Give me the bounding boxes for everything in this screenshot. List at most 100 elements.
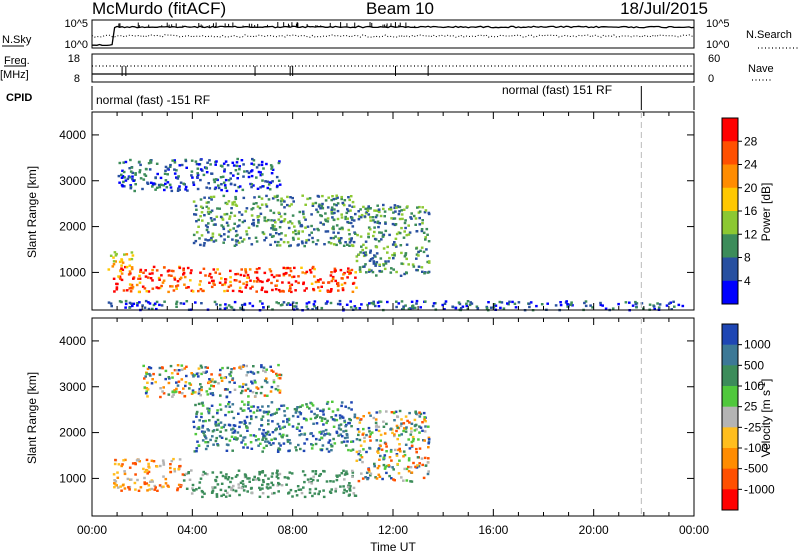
data-cell xyxy=(227,304,231,307)
data-cell xyxy=(346,208,349,211)
data-cell xyxy=(227,485,231,489)
data-cell xyxy=(214,223,217,226)
data-cell xyxy=(307,301,311,304)
data-cell xyxy=(364,207,367,210)
data-cell xyxy=(287,281,291,284)
data-cell xyxy=(243,170,246,173)
data-cell xyxy=(568,303,572,306)
data-cell xyxy=(365,433,368,437)
data-cell xyxy=(421,463,424,467)
data-cell xyxy=(270,475,274,478)
data-cell xyxy=(324,230,328,233)
data-cell xyxy=(213,187,217,191)
data-cell xyxy=(207,201,210,204)
data-cell xyxy=(419,426,423,429)
data-cell xyxy=(369,258,373,261)
data-cell xyxy=(348,198,351,202)
data-cell xyxy=(251,157,254,161)
data-cell xyxy=(170,274,173,277)
data-cell xyxy=(133,481,137,485)
colorbar-tick-label: 500 xyxy=(744,358,764,372)
data-cell xyxy=(164,179,168,182)
data-cell xyxy=(274,228,278,231)
data-cell xyxy=(335,478,339,482)
data-cell xyxy=(120,464,123,468)
data-cell xyxy=(394,243,397,246)
data-cell xyxy=(252,159,256,162)
data-cell xyxy=(213,283,216,286)
data-cell xyxy=(147,462,150,466)
data-cell xyxy=(349,271,352,275)
data-cell xyxy=(318,431,321,434)
data-cell xyxy=(306,405,309,409)
data-cell xyxy=(153,182,157,186)
data-cell xyxy=(278,432,282,436)
data-cell xyxy=(270,281,273,285)
data-cell xyxy=(291,425,295,428)
data-cell xyxy=(350,268,354,272)
data-cell xyxy=(331,418,335,421)
data-cell xyxy=(459,307,463,310)
data-cell xyxy=(245,233,249,236)
data-cell xyxy=(403,221,407,225)
data-cell xyxy=(239,481,243,484)
data-cell xyxy=(138,301,141,304)
data-cell xyxy=(347,196,350,199)
data-cell xyxy=(283,476,287,479)
data-cell xyxy=(134,183,137,186)
data-cell xyxy=(285,434,289,437)
data-cell xyxy=(208,196,211,200)
data-cell xyxy=(343,478,346,481)
data-cell xyxy=(348,493,351,496)
data-cell xyxy=(349,418,352,422)
data-cell xyxy=(327,407,331,410)
data-cell xyxy=(166,181,170,184)
data-cell xyxy=(176,280,180,283)
data-cell xyxy=(256,409,259,412)
data-cell xyxy=(392,257,395,260)
data-cell xyxy=(388,256,391,260)
data-cell xyxy=(333,203,336,206)
data-cell xyxy=(414,423,418,427)
data-cell xyxy=(404,253,407,256)
data-cell xyxy=(336,202,340,205)
data-cell xyxy=(400,476,403,479)
data-cell xyxy=(168,377,171,380)
data-cell xyxy=(206,444,209,448)
data-cell xyxy=(443,308,446,311)
data-cell xyxy=(267,218,270,222)
data-cell xyxy=(322,495,326,499)
data-cell xyxy=(288,267,292,270)
data-cell xyxy=(186,189,189,192)
data-cell xyxy=(181,473,185,476)
data-cell xyxy=(339,417,342,420)
data-cell xyxy=(362,205,365,209)
data-cell xyxy=(342,485,345,488)
data-cell xyxy=(395,305,398,309)
data-cell xyxy=(194,204,198,208)
data-cell xyxy=(369,251,372,254)
data-cell xyxy=(322,430,325,433)
data-cell xyxy=(283,414,287,417)
data-cell xyxy=(257,478,261,482)
data-cell xyxy=(383,210,387,213)
data-cell xyxy=(247,171,251,175)
data-cell xyxy=(233,222,236,225)
data-cell xyxy=(309,432,312,435)
data-cell xyxy=(262,446,266,450)
data-cell xyxy=(252,405,255,408)
data-cell xyxy=(408,231,412,234)
data-cell xyxy=(220,379,224,382)
data-cell xyxy=(319,278,322,281)
data-cell xyxy=(667,302,671,305)
data-cell xyxy=(255,276,259,280)
data-cell xyxy=(485,305,489,309)
colorbar-tick-label: 100 xyxy=(744,379,764,393)
data-cell xyxy=(303,433,306,436)
data-cell xyxy=(122,161,125,164)
data-cell xyxy=(148,168,152,171)
data-cell xyxy=(168,183,172,186)
data-cell xyxy=(197,289,200,293)
data-cell xyxy=(237,186,240,189)
data-cell xyxy=(398,217,402,221)
